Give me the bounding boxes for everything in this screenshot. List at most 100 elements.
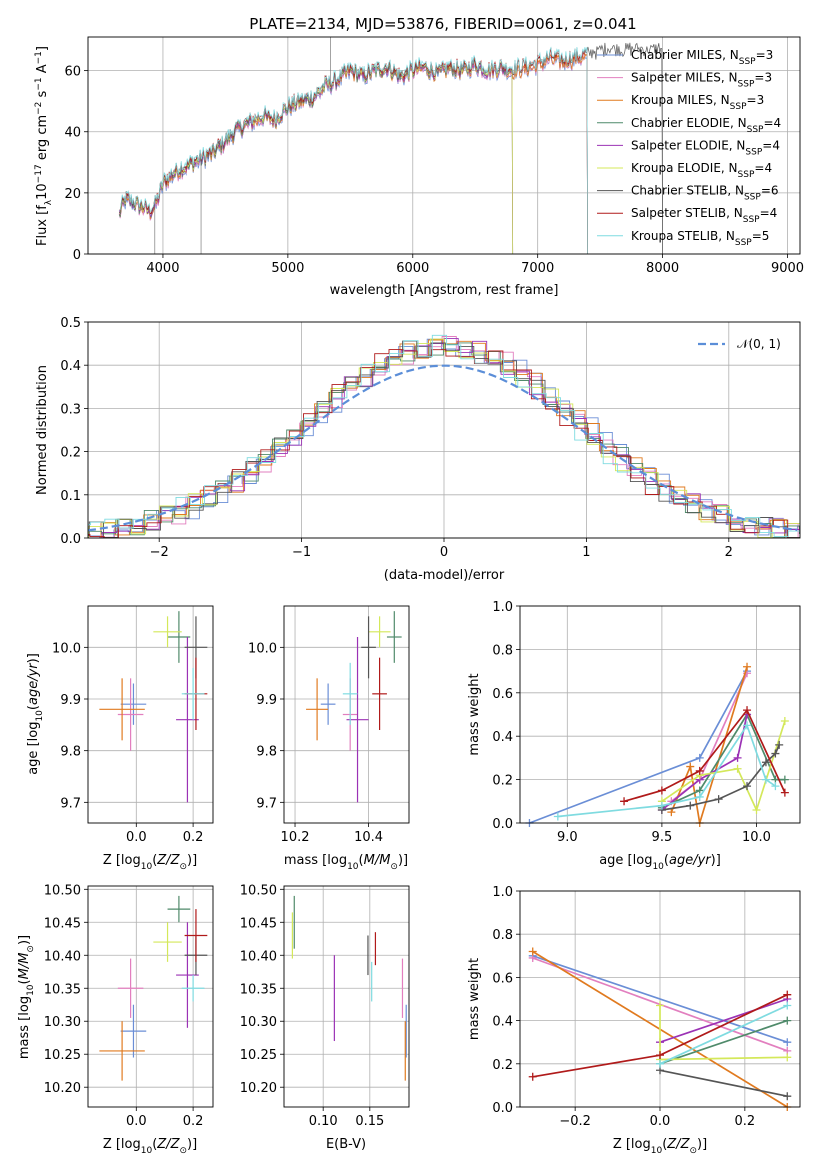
weight-marker <box>620 797 629 806</box>
errorbar-chabrier_miles <box>120 1004 147 1058</box>
weight-marker <box>780 775 789 784</box>
legend-label-kroupa_elodie: Kroupa ELODIE, NSSP=4 <box>631 161 772 180</box>
axes-frame <box>283 885 410 1108</box>
errorbar-salpeter_stelib <box>184 909 208 962</box>
age-vs-Z-ylabel: age [log10(age/yr)] <box>26 653 45 775</box>
errorbar-kroupa_miles <box>99 1021 145 1081</box>
axes-age_vs_mass: 10.2 10.4 9.7 9.8 9.9 10.0 <box>248 605 410 845</box>
axes-mass_weight_vs_age: 9.0 9.5 10.0 0.0 0.2 0.4 0.6 0.8 1.0 <box>492 600 801 845</box>
plot-area-spectrum <box>118 37 663 254</box>
tick-label-x: 9.0 <box>557 830 578 845</box>
errorbar-kroupa_stelib <box>181 975 205 1002</box>
tick-label-y: 0.4 <box>492 1015 513 1030</box>
tick-label-y: 0.3 <box>60 402 81 417</box>
errorbar-salpeter_miles <box>117 958 144 1018</box>
tick-label-x: −2 <box>150 545 169 560</box>
histogram-kroupa_miles <box>88 339 800 538</box>
spectrum-series-kroupa_stelib <box>119 46 588 254</box>
weight-marker <box>733 753 742 762</box>
tick-label-y: 0.6 <box>492 687 513 702</box>
weight-line <box>659 1019 788 1065</box>
tick-label-y: 0.0 <box>492 817 513 832</box>
weight-series-salpeter_stelib <box>528 990 792 1081</box>
errorbar-salpeter_stelib <box>372 657 387 730</box>
gaussian-legend-label: 𝒩(0, 1) <box>737 337 781 351</box>
tick-label-y: 10.45 <box>240 916 277 931</box>
weight-marker <box>743 721 752 730</box>
tick-label-x: 0.2 <box>735 1114 756 1129</box>
weight-marker <box>733 764 742 773</box>
errorbar-kroupa_elodie <box>153 922 182 962</box>
tick-label-y: 9.9 <box>256 693 277 708</box>
axes-frame <box>519 605 801 824</box>
tick-label-y: 0.8 <box>492 643 513 658</box>
mass-vs-Z-xlabel: Z [log10(Z/Z⊙)] <box>103 1137 197 1156</box>
residuals-ylabel: Normed distribution <box>35 365 50 495</box>
spectrum-series-salpeter_miles <box>118 53 588 254</box>
mass_weight_vs_Z-ylabel: mass weight <box>467 958 482 1040</box>
legend-entry: Chabrier MILES, NSSP=3 <box>597 48 773 67</box>
weight-line <box>659 1069 788 1098</box>
weight-line <box>670 666 748 824</box>
mass-vs-ebv-xlabel: E(B-V) <box>326 1137 366 1152</box>
tick-label-x: 2 <box>725 545 733 560</box>
tick-label-x: 0.2 <box>183 1114 204 1129</box>
tick-label-y: 10.50 <box>44 883 81 898</box>
tick-label-y: 10.25 <box>240 1048 277 1063</box>
legend-label-chabrier_stelib: Chabrier STELIB, NSSP=6 <box>631 184 779 203</box>
tick-label-y: 0.5 <box>60 316 81 331</box>
errorbar-chabrier_miles <box>320 683 336 725</box>
tick-label-y: 10.40 <box>44 949 81 964</box>
weight-marker <box>783 1092 792 1101</box>
tick-label-x: 1 <box>582 545 590 560</box>
tick-label-y: 10.20 <box>240 1081 277 1096</box>
legend-label-chabrier_elodie: Chabrier ELODIE, NSSP=4 <box>631 116 781 135</box>
tick-label-y: 10.35 <box>44 982 81 997</box>
weight-line <box>532 954 788 1044</box>
weight-marker <box>783 990 792 999</box>
weight-marker <box>761 758 770 767</box>
axes-mass_vs_ebv: 0.10 0.15 10.20 10.25 10.30 10.35 10.40 10.45 10… <box>240 883 410 1129</box>
legend-entry: Kroupa ELODIE, NSSP=4 <box>597 161 772 180</box>
tick-label-x: −0.2 <box>559 1114 591 1129</box>
weight-marker <box>783 1016 792 1025</box>
tick-label-x: 9.5 <box>652 830 673 845</box>
weight-marker <box>714 795 723 804</box>
tick-label-x: −1 <box>292 545 311 560</box>
tick-label-y: 10.35 <box>240 982 277 997</box>
weight-marker <box>657 801 666 810</box>
tick-label-x: 10.0 <box>742 830 771 845</box>
mass-vs-Z-ylabel: mass [log10(M/M⊙)] <box>17 935 36 1059</box>
weight-marker <box>761 775 770 784</box>
tick-label-y: 0.1 <box>60 489 81 504</box>
tick-label-y: 0.4 <box>60 359 81 374</box>
weight-series-chabrier_miles <box>525 667 752 827</box>
plot-layer: 4000 5000 6000 7000 8000 90000204060wavelengt… <box>17 36 804 1156</box>
errorbar-chabrier_stelib <box>361 616 376 679</box>
tick-label-y: 0.2 <box>492 774 513 789</box>
tick-label-y: 10.0 <box>248 641 277 656</box>
tick-label-x: 4000 <box>146 261 179 276</box>
tick-label-x: 10.4 <box>354 830 383 845</box>
weight-marker <box>743 782 752 791</box>
age-vs-mass-xlabel: mass [log10(M/M⊙)] <box>284 853 408 872</box>
weight-marker <box>528 947 537 956</box>
weight-marker <box>553 812 562 821</box>
axes-frame <box>87 605 214 824</box>
mass-weight-vs-Z-xlabel: Z [log10(Z/Z⊙)] <box>613 1137 707 1156</box>
plot-area-mass_weight_vs_age <box>525 662 789 827</box>
errorbar-kroupa_miles <box>99 678 145 741</box>
errorbar-salpeter_elodie <box>176 637 199 803</box>
axes-residuals: −2 −1 0 1 2 0.0 0.1 0.2 0.3 0.4 0.5 <box>60 316 801 560</box>
tick-label-x: 8000 <box>646 261 679 276</box>
weight-marker <box>656 1059 664 1068</box>
histogram-chabrier_miles <box>88 338 800 538</box>
legend-entry: Salpeter MILES, NSSP=3 <box>597 71 772 90</box>
tick-label-y: 10.30 <box>240 1015 277 1030</box>
weight-marker <box>743 706 752 715</box>
tick-label-y: 0.8 <box>492 928 513 943</box>
tick-label-y: 10.40 <box>240 949 277 964</box>
spectrum-series-salpeter_elodie <box>118 58 514 254</box>
weight-marker <box>771 782 780 791</box>
plot-area-mass_weight_vs_Z <box>528 947 792 1111</box>
